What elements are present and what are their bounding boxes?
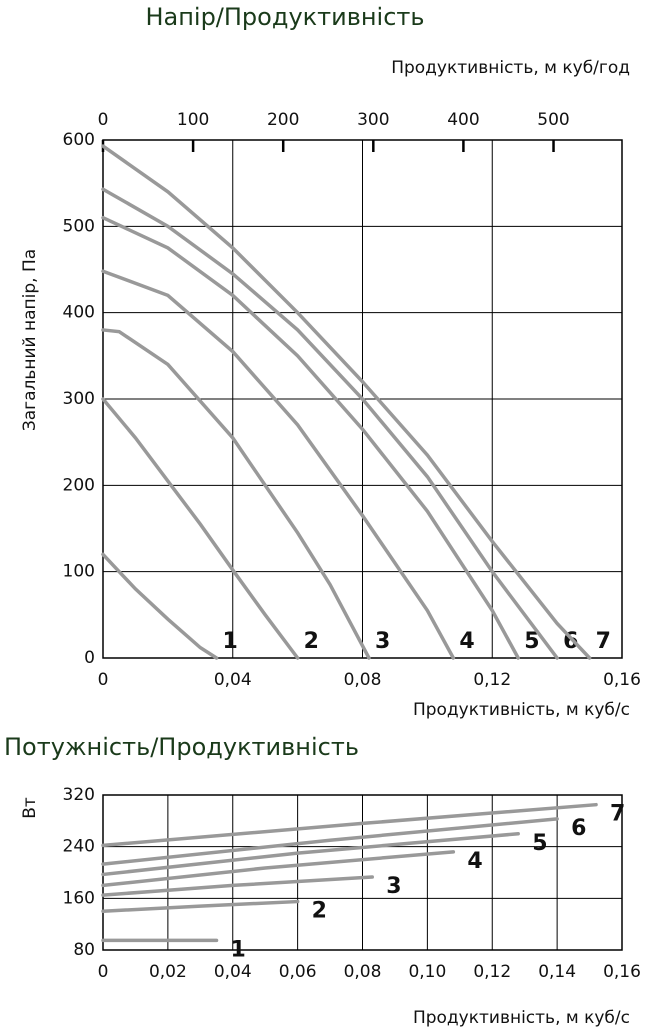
- y-tick-label: 400: [63, 303, 95, 323]
- y-tick-label: 100: [63, 562, 95, 582]
- x-tick-label: 0,16: [603, 670, 641, 690]
- series-label: 1: [223, 629, 238, 654]
- series-line: [101, 269, 456, 660]
- series-label: 1: [231, 937, 246, 962]
- x-axis-label: Продуктивність, м куб/с: [413, 700, 630, 720]
- series-label: 4: [459, 629, 474, 654]
- y-tick-label: 0: [84, 648, 95, 668]
- x-tick-label: 0,04: [214, 670, 252, 690]
- y-tick-label: 160: [63, 888, 95, 908]
- y-tick-label: 600: [63, 130, 95, 150]
- series-label: 2: [312, 899, 327, 924]
- x-tick-label: 0,06: [279, 962, 317, 982]
- x-tick-label: 0,08: [344, 670, 382, 690]
- x-tick-label: 0,12: [473, 962, 511, 982]
- y-axis-label: Вт: [20, 797, 40, 819]
- series-label: 4: [467, 849, 482, 874]
- y-tick-label: 240: [63, 837, 95, 857]
- series-line: [101, 832, 520, 877]
- series-line: [101, 144, 592, 660]
- y-tick-label: 500: [63, 216, 95, 236]
- series-line: [101, 328, 371, 660]
- x-tick-label: 0: [98, 962, 109, 982]
- x2-tick-label: 200: [267, 110, 299, 130]
- series-line: [101, 875, 374, 897]
- series-line: [101, 817, 559, 866]
- y-tick-label: 80: [73, 940, 95, 960]
- series-line: [101, 899, 300, 913]
- x-tick-label: 0,04: [214, 962, 252, 982]
- y-axis-label: Загальний напір, Па: [20, 249, 40, 431]
- series-label: 7: [610, 802, 625, 827]
- series-label: 7: [596, 629, 611, 654]
- chart-title: Напір/Продуктивність: [145, 3, 424, 31]
- series-line: [101, 552, 219, 660]
- series-label: 3: [386, 874, 401, 899]
- x2-tick-label: 500: [537, 110, 569, 130]
- x2-tick-label: 0: [98, 110, 109, 130]
- y-tick-label: 320: [63, 785, 95, 805]
- x-tick-label: 0,02: [149, 962, 187, 982]
- y-tick-label: 200: [63, 475, 95, 495]
- x-tick-label: 0: [98, 670, 109, 690]
- x-tick-label: 0,08: [344, 962, 382, 982]
- series-label: 5: [524, 629, 539, 654]
- series-line: [101, 802, 598, 848]
- x2-tick-label: 400: [447, 110, 479, 130]
- x-axis-label: Продуктивність, м куб/с: [413, 1008, 630, 1028]
- plot-frame: [102, 794, 623, 951]
- series-line: [101, 850, 456, 888]
- x-tick-label: 0,14: [538, 962, 576, 982]
- series-label: 3: [375, 629, 390, 654]
- series-line: [101, 215, 520, 660]
- x2-tick-label: 300: [357, 110, 389, 130]
- x-tick-label: 0,12: [473, 670, 511, 690]
- x-tick-label: 0,16: [603, 962, 641, 982]
- series-label: 6: [571, 816, 586, 841]
- series-line: [101, 397, 300, 660]
- series-label: 2: [304, 629, 319, 654]
- x2-tick-label: 100: [177, 110, 209, 130]
- series-label: 5: [532, 831, 547, 856]
- chart-title: Потужність/Продуктивність: [4, 733, 359, 761]
- y-tick-label: 300: [63, 389, 95, 409]
- x-tick-label: 0,10: [408, 962, 446, 982]
- series-line: [101, 187, 559, 660]
- x2-axis-label: Продуктивність, м куб/год: [391, 58, 630, 78]
